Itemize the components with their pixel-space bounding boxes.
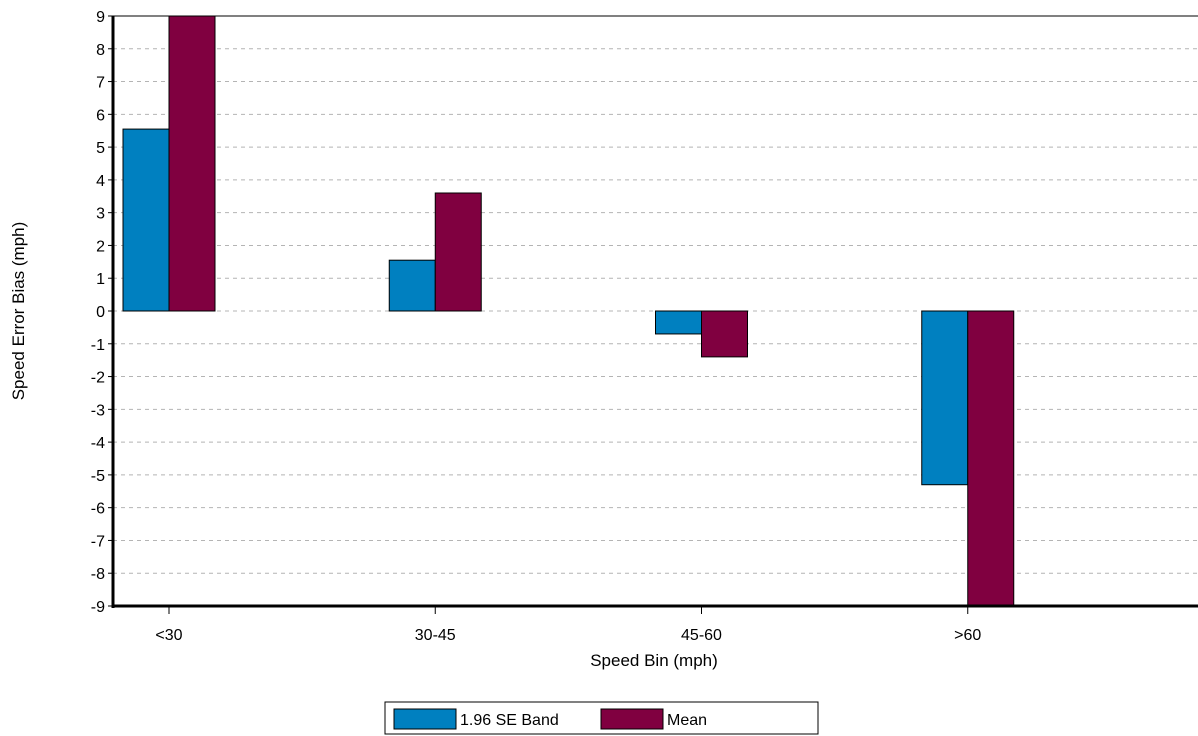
bar-mean-2 bbox=[701, 310, 748, 358]
x-tick-label: 30-45 bbox=[415, 627, 456, 644]
bar-se-band-3 bbox=[921, 310, 969, 486]
y-axis-title: Speed Error Bias (mph) bbox=[9, 222, 28, 401]
y-tick-label: -3 bbox=[91, 402, 105, 419]
legend: 1.96 SE Band Mean bbox=[384, 701, 819, 735]
y-tick-label: 7 bbox=[96, 75, 105, 92]
y-tick-label: 5 bbox=[96, 140, 105, 157]
y-tick-label: 3 bbox=[96, 206, 105, 223]
y-axis-ticks: 9 8 7 6 5 4 3 2 1 0 -1 -2 -3 -4 -5 -6 -7 -8 -9 bbox=[91, 9, 113, 616]
legend-label-mean: Mean bbox=[667, 712, 707, 729]
bar-se-band-2 bbox=[655, 310, 702, 335]
y-tick-label: 6 bbox=[96, 107, 105, 124]
legend-swatch-se-band bbox=[393, 708, 457, 730]
x-axis-title: Speed Bin (mph) bbox=[590, 651, 718, 670]
gridlines bbox=[113, 15, 1198, 574]
y-tick-label: -9 bbox=[91, 599, 105, 616]
legend-swatch-mean bbox=[600, 708, 664, 730]
bar-mean-0 bbox=[168, 15, 216, 312]
bar-se-band-0 bbox=[122, 128, 170, 312]
y-tick-label: 2 bbox=[96, 238, 105, 255]
x-tick-label: <30 bbox=[155, 627, 182, 644]
x-tick-label: >60 bbox=[954, 627, 981, 644]
y-tick-label: -8 bbox=[91, 566, 105, 583]
bars bbox=[122, 15, 1015, 607]
y-tick-label: -1 bbox=[91, 337, 105, 354]
y-tick-label: 4 bbox=[96, 173, 105, 190]
y-tick-label: 0 bbox=[96, 304, 105, 321]
y-tick-label: 8 bbox=[96, 42, 105, 59]
y-tick-label: -2 bbox=[91, 370, 105, 387]
bar-mean-1 bbox=[434, 192, 482, 312]
y-tick-label: -5 bbox=[91, 468, 105, 485]
y-tick-label: -4 bbox=[91, 435, 105, 452]
legend-label-se-band: 1.96 SE Band bbox=[460, 712, 559, 729]
bar-se-band-1 bbox=[388, 259, 436, 312]
x-tick-label: 45-60 bbox=[681, 627, 722, 644]
bar-mean-3 bbox=[967, 310, 1015, 607]
y-tick-label: 9 bbox=[96, 9, 105, 26]
y-tick-label: -6 bbox=[91, 501, 105, 518]
x-axis-ticks: <30 30-45 45-60 >60 bbox=[155, 606, 981, 644]
y-tick-label: 1 bbox=[96, 271, 105, 288]
y-tick-label: -7 bbox=[91, 533, 105, 550]
